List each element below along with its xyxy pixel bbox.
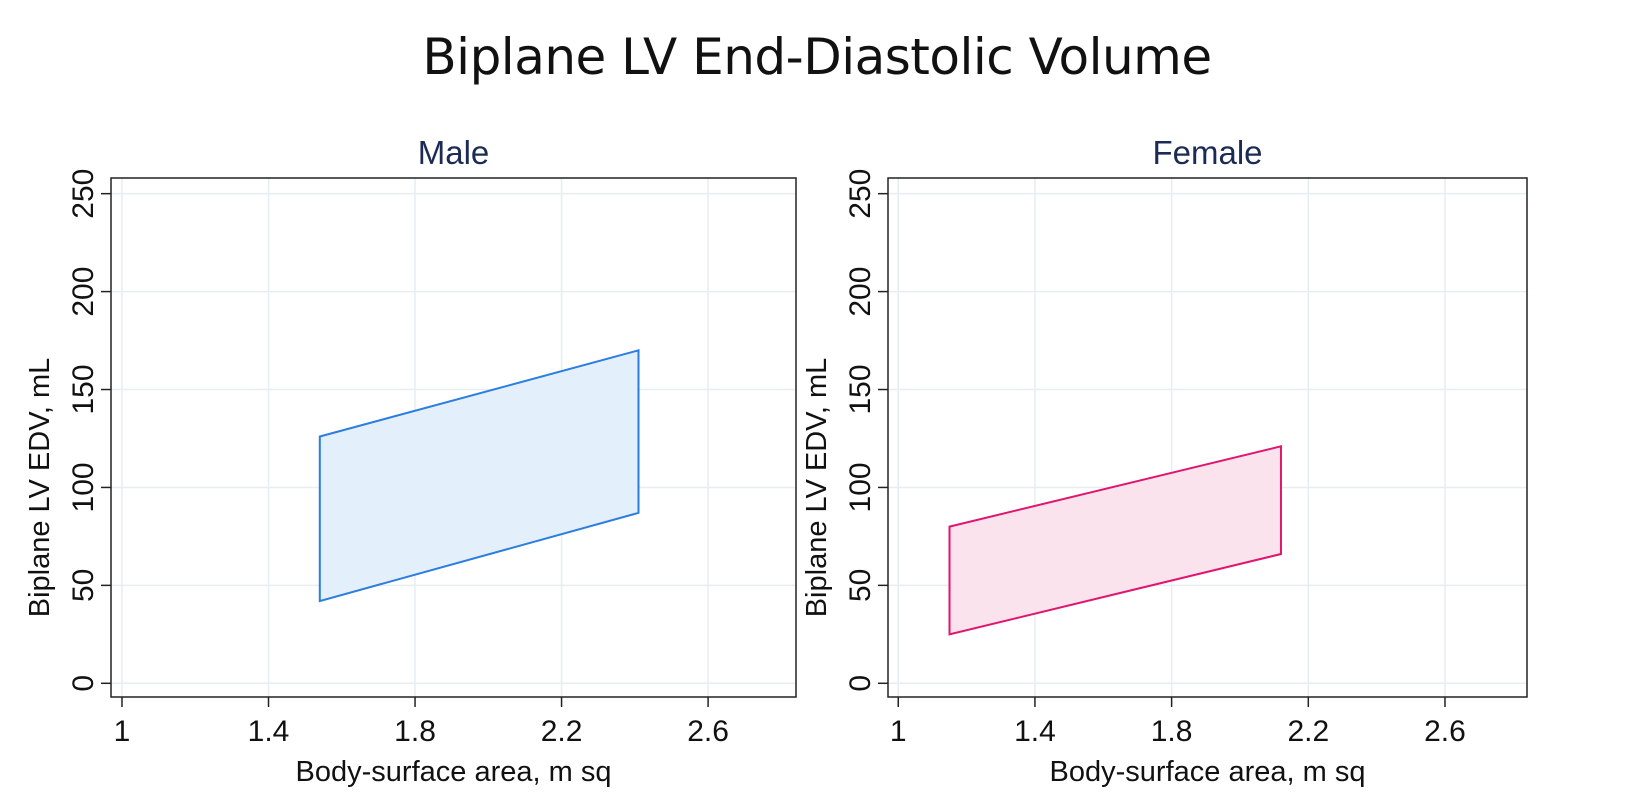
y-tick-label: 150 xyxy=(67,364,100,414)
panel-female: 1 1.4 1.8 2.2 2.6 0 50 100 150 200 250 Body-surface… xyxy=(801,134,1528,788)
y-tick-label: 0 xyxy=(67,675,100,692)
y-tick-label: 100 xyxy=(844,462,877,512)
y-tick-label: 0 xyxy=(844,675,877,692)
main-title: Biplane LV End-Diastolic Volume xyxy=(422,28,1212,86)
x-tick-label: 1 xyxy=(114,715,131,748)
panel-title: Female xyxy=(1152,134,1262,171)
y-tick-label: 250 xyxy=(844,169,877,219)
y-tick-label: 50 xyxy=(67,569,100,602)
x-tick-label: 2.2 xyxy=(541,715,583,748)
y-tick-label: 200 xyxy=(844,267,877,317)
x-axis-label: Body-surface area, m sq xyxy=(296,756,612,788)
plot-frame xyxy=(110,177,797,698)
x-tick-label: 1.8 xyxy=(394,715,436,748)
x-tick-label: 1.4 xyxy=(1014,715,1056,748)
x-tick-label: 2.6 xyxy=(1424,715,1466,748)
reference-band xyxy=(318,349,640,603)
y-tick-label: 250 xyxy=(67,169,100,219)
x-tick-label: 1.4 xyxy=(248,715,290,748)
x-tick-label: 1.8 xyxy=(1151,715,1193,748)
y-axis-label: Biplane LV EDV, mL xyxy=(801,358,833,618)
x-tick-label: 2.2 xyxy=(1287,715,1329,748)
y-axis-label: Biplane LV EDV, mL xyxy=(24,358,56,618)
y-tick-label: 200 xyxy=(67,267,100,317)
reference-band xyxy=(948,445,1282,636)
x-axis-label: Body-surface area, m sq xyxy=(1050,756,1366,788)
panel-title: Male xyxy=(418,134,490,171)
y-tick-label: 100 xyxy=(67,462,100,512)
panel-male: 1 1.4 1.8 2.2 2.6 0 50 100 150 200 250 Body-surface… xyxy=(24,134,797,788)
x-tick-label: 2.6 xyxy=(687,715,729,748)
x-tick-label: 1 xyxy=(890,715,907,748)
plot-frame xyxy=(887,177,1528,698)
y-tick-label: 50 xyxy=(844,569,877,602)
y-tick-label: 150 xyxy=(844,364,877,414)
